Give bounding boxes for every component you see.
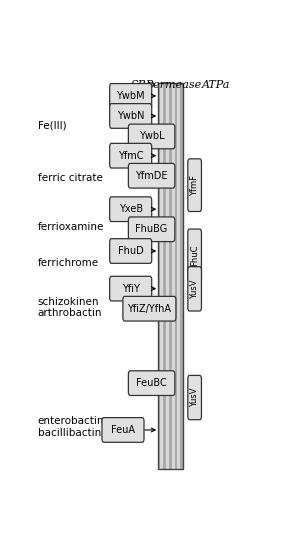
Text: YxeB: YxeB — [119, 204, 143, 214]
FancyBboxPatch shape — [110, 143, 152, 168]
Text: FhuBG: FhuBG — [135, 224, 168, 234]
FancyBboxPatch shape — [188, 375, 201, 420]
Text: YwbM: YwbM — [116, 91, 145, 101]
FancyBboxPatch shape — [128, 163, 175, 188]
Text: schizokinen
arthrobactin: schizokinen arthrobactin — [38, 297, 102, 318]
FancyBboxPatch shape — [123, 296, 176, 321]
FancyBboxPatch shape — [177, 83, 180, 469]
Text: enterobactin
bacillibactin: enterobactin bacillibactin — [38, 416, 104, 438]
Text: permease: permease — [147, 80, 202, 90]
FancyBboxPatch shape — [172, 83, 175, 469]
FancyBboxPatch shape — [110, 197, 152, 222]
FancyBboxPatch shape — [188, 159, 201, 212]
FancyBboxPatch shape — [110, 239, 152, 263]
Text: YfmF: YfmF — [190, 175, 199, 195]
FancyBboxPatch shape — [163, 83, 166, 469]
Text: FeuBC: FeuBC — [136, 378, 167, 388]
Text: FhuD: FhuD — [118, 246, 144, 256]
FancyBboxPatch shape — [102, 418, 144, 443]
FancyBboxPatch shape — [110, 84, 152, 108]
FancyBboxPatch shape — [158, 83, 160, 469]
Text: YusV: YusV — [190, 388, 199, 407]
FancyBboxPatch shape — [188, 267, 201, 311]
Text: ferric citrate: ferric citrate — [38, 173, 103, 183]
Text: ferrichrome: ferrichrome — [38, 258, 99, 268]
FancyBboxPatch shape — [169, 83, 172, 469]
Text: YfiZ/YfhA: YfiZ/YfhA — [128, 304, 172, 314]
Text: Fe(III): Fe(III) — [38, 121, 66, 131]
FancyBboxPatch shape — [110, 104, 152, 128]
Text: YfmDE: YfmDE — [135, 171, 168, 181]
FancyBboxPatch shape — [175, 83, 177, 469]
FancyBboxPatch shape — [160, 83, 163, 469]
Text: FeuA: FeuA — [111, 425, 135, 435]
Text: YfmC: YfmC — [118, 150, 143, 161]
Text: ferrioxamine: ferrioxamine — [38, 223, 104, 232]
Text: ATPa: ATPa — [202, 80, 230, 90]
FancyBboxPatch shape — [188, 229, 201, 282]
Text: YfiY: YfiY — [122, 283, 140, 294]
Text: YwbN: YwbN — [117, 111, 145, 121]
FancyBboxPatch shape — [180, 83, 183, 469]
FancyBboxPatch shape — [166, 83, 169, 469]
Text: YwbL: YwbL — [139, 131, 164, 141]
FancyBboxPatch shape — [128, 371, 175, 395]
FancyBboxPatch shape — [128, 217, 175, 242]
FancyBboxPatch shape — [128, 124, 175, 149]
Text: FhuC: FhuC — [190, 245, 199, 266]
FancyBboxPatch shape — [110, 276, 152, 301]
Text: YusV: YusV — [190, 279, 199, 299]
Text: SBP: SBP — [131, 80, 154, 90]
